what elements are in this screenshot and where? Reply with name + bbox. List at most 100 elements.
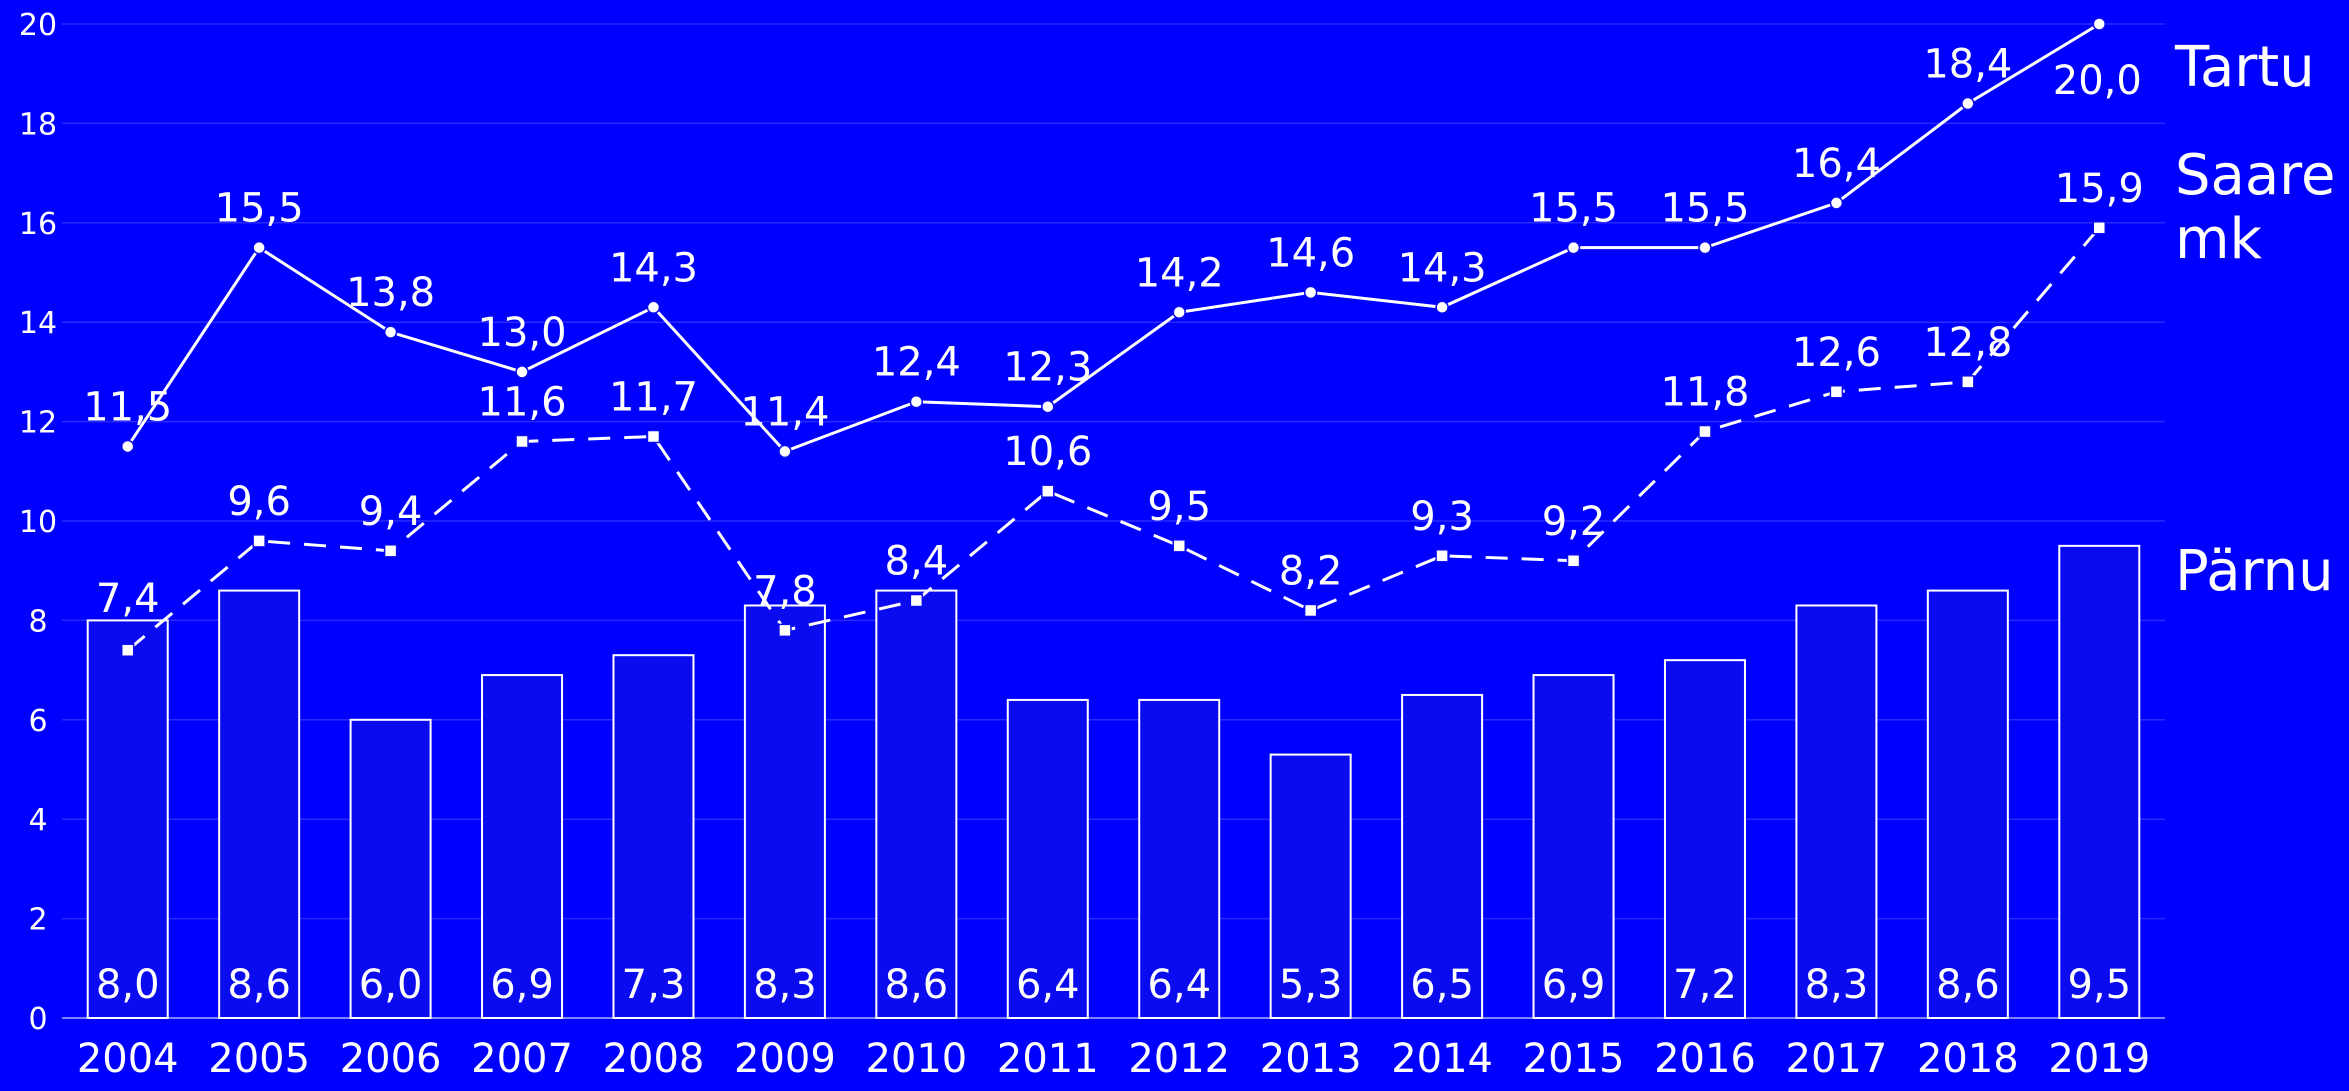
saare-point (383, 544, 398, 558)
tartu-point (515, 365, 529, 379)
tartu-data-label: 11,4 (740, 389, 829, 435)
saare-data-label: 7,8 (753, 568, 817, 614)
x-tick-label: 2016 (1654, 1036, 1756, 1082)
tartu-point (1303, 285, 1318, 300)
x-tick-label: 2004 (77, 1036, 179, 1082)
tartu-point (1829, 196, 1844, 210)
bar (1138, 698, 1221, 1019)
bar-data-label: 7,3 (622, 962, 686, 1008)
saare-data-label: 7,4 (96, 576, 160, 622)
tartu-point (383, 325, 398, 339)
tartu-point (909, 394, 924, 409)
saare-data-label: 11,8 (1660, 370, 1749, 416)
tartu-data-label: 13,8 (346, 270, 435, 316)
tartu-point (1698, 240, 1712, 255)
tartu-data-label: 12,4 (872, 340, 961, 386)
saare-point (1961, 375, 1975, 389)
x-tick-label: 2013 (1260, 1036, 1362, 1082)
saare-point (909, 593, 924, 608)
tartu-point (1961, 96, 1975, 111)
bar (2058, 544, 2141, 1019)
bar (1269, 753, 1352, 1020)
x-tick-label: 2012 (1128, 1036, 1230, 1082)
saare-data-label: 12,8 (1923, 320, 2012, 366)
y-tick-label: 20 (19, 8, 57, 43)
series-label-saare: Saare (2175, 143, 2335, 208)
saare-data-label: 9,2 (1542, 499, 1606, 545)
y-tick-label: 6 (28, 704, 47, 739)
y-tick-label: 8 (28, 604, 47, 639)
bar-data-label: 8,0 (96, 962, 160, 1008)
bar (1926, 589, 2009, 1020)
saare-point (120, 643, 135, 657)
saare-data-label: 9,5 (1147, 484, 1211, 530)
bar-data-label: 8,3 (1805, 962, 1869, 1008)
saare-data-label: 8,2 (1279, 548, 1343, 594)
bar-data-label: 9,5 (2067, 962, 2131, 1008)
x-tick-label: 2014 (1391, 1036, 1493, 1082)
saare-data-label: 15,9 (2055, 166, 2144, 212)
saare-data-label: 9,3 (1410, 494, 1474, 540)
tartu-data-label: 13,0 (478, 310, 567, 356)
bar-data-label: 6,9 (490, 962, 554, 1008)
saare-point (252, 534, 266, 548)
bar-data-label: 8,3 (753, 962, 817, 1008)
x-tick-label: 2011 (997, 1036, 1099, 1082)
x-tick-label: 2018 (1917, 1036, 2019, 1082)
tartu-data-label: 14,3 (1398, 245, 1487, 291)
tartu-data-label: 14,2 (1135, 250, 1224, 296)
y-tick-label: 4 (28, 803, 47, 838)
saare-point (1041, 484, 1055, 498)
bar-data-label: 6,5 (1410, 962, 1474, 1008)
bar (349, 718, 432, 1019)
tartu-data-label: 18,4 (1923, 42, 2012, 88)
x-tick-label: 2008 (603, 1036, 705, 1082)
x-tick-label: 2010 (865, 1036, 967, 1082)
y-tick-label: 16 (19, 207, 57, 242)
saare-point (778, 623, 792, 638)
bar (1663, 659, 1746, 1019)
tartu-point (778, 444, 792, 459)
tartu-point (1041, 399, 1055, 414)
x-tick-label: 2017 (1786, 1036, 1888, 1082)
bar (1401, 693, 1484, 1019)
saare-data-label: 11,6 (478, 379, 567, 425)
tartu-data-label: 11,5 (83, 384, 172, 430)
tartu-point (252, 240, 266, 255)
tartu-data-label: 15,5 (1529, 186, 1618, 232)
bar-data-label: 8,6 (885, 962, 949, 1008)
saare-data-label: 10,6 (1003, 429, 1092, 475)
bar-data-label: 6,9 (1542, 962, 1606, 1008)
saare-point (515, 434, 529, 449)
series-label-mk: mk (2175, 207, 2263, 272)
tartu-line (126, 22, 2101, 454)
x-tick-label: 2015 (1523, 1036, 1625, 1082)
x-tick-label: 2019 (2048, 1036, 2150, 1082)
tartu-data-label: 14,6 (1266, 230, 1355, 276)
saare-point (646, 429, 661, 444)
bar (1006, 698, 1089, 1019)
tartu-data-label: 20,0 (2053, 58, 2142, 104)
x-tick-label: 2007 (471, 1036, 573, 1082)
tartu-point (646, 300, 661, 315)
tartu-data-label: 12,3 (1003, 345, 1092, 391)
tartu-point (2092, 17, 2107, 31)
bar (743, 604, 826, 1019)
saare-point (1172, 539, 1186, 553)
x-tick-label: 2006 (340, 1036, 442, 1082)
tartu-data-label: 15,5 (215, 186, 304, 232)
saare-data-label: 9,4 (359, 489, 423, 535)
y-tick-label: 14 (19, 306, 57, 341)
bar (1795, 604, 1878, 1019)
bar-data-label: 8,6 (1936, 962, 2000, 1008)
bar (875, 589, 958, 1020)
saare-data-label: 9,6 (227, 479, 291, 525)
tartu-point (1435, 300, 1449, 315)
bar-data-label: 6,4 (1147, 962, 1211, 1008)
bar-data-label: 7,2 (1673, 962, 1737, 1008)
saare-data-label: 12,6 (1792, 330, 1881, 376)
saare-point (2092, 221, 2107, 235)
bar-data-label: 5,3 (1279, 962, 1343, 1008)
